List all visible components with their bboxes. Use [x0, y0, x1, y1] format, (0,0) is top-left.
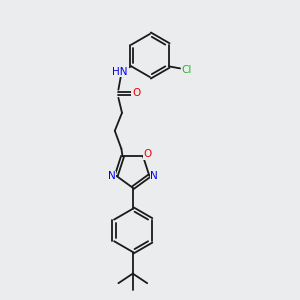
Text: N: N	[108, 171, 115, 182]
Text: N: N	[150, 171, 158, 182]
Text: HN: HN	[112, 67, 128, 77]
Text: O: O	[144, 149, 152, 159]
Text: O: O	[132, 88, 140, 98]
Text: Cl: Cl	[181, 65, 192, 75]
